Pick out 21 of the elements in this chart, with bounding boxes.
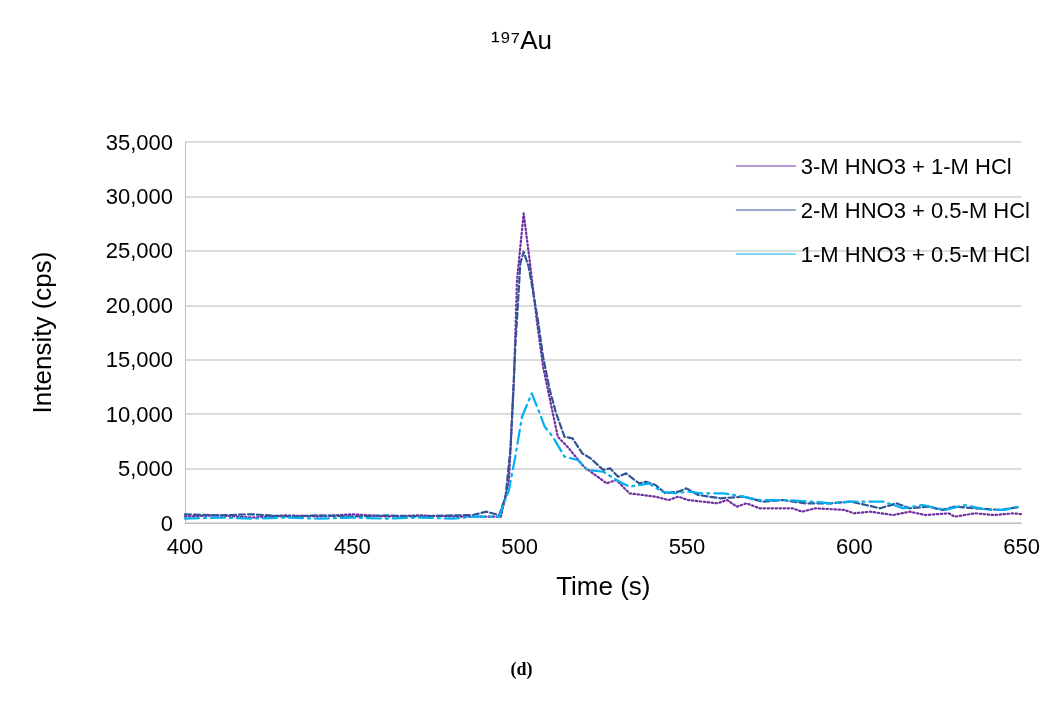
y-tick-label: 15,000 [105,347,173,373]
x-tick-label: 450 [333,533,371,559]
y-tick-label: 20,000 [105,292,173,318]
y-tick-label: 5,000 [117,456,173,482]
y-tick-label: 25,000 [105,238,173,264]
y-tick-label: 35,000 [105,129,173,155]
legend-label: 2-M HNO3 + 0.5-M HCl [800,197,1031,223]
x-axis-title: Time (s) [556,571,651,601]
legend-label: 1-M HNO3 + 0.5-M HCl [800,241,1031,267]
y-tick-label: 30,000 [105,183,173,209]
x-tick-label: 650 [1003,533,1041,559]
legend-label: 3-M HNO3 + 1-M HCl [800,153,1012,179]
y-axis-title: Intensity (cps) [27,251,57,414]
x-tick-label: 400 [166,533,204,559]
text: (d) [510,659,533,680]
chart-title: ¹⁹⁷Au [490,25,553,55]
x-tick-label: 500 [501,533,539,559]
y-tick-label: 0 [160,510,173,536]
x-tick-label: 600 [835,533,873,559]
x-tick-label: 550 [668,533,706,559]
y-tick-label: 10,000 [105,401,173,427]
